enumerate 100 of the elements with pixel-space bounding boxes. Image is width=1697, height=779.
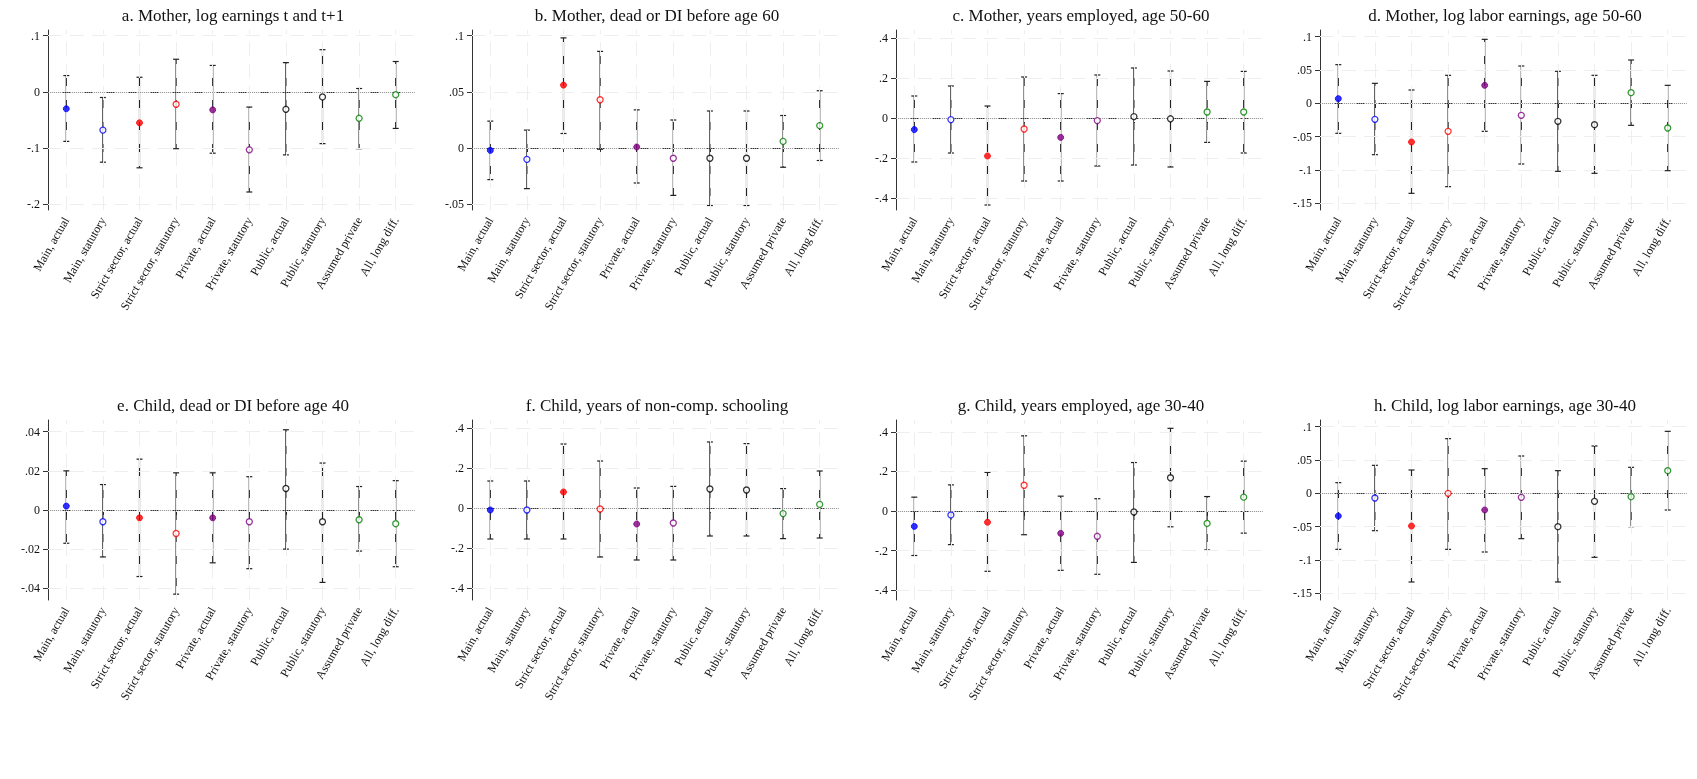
point	[1334, 95, 1342, 103]
point	[62, 105, 70, 113]
point	[1371, 494, 1379, 502]
point	[633, 520, 641, 528]
chart-title: f. Child, years of non-comp. schooling	[525, 396, 789, 415]
y-tick-label: -.15	[1293, 196, 1312, 211]
point	[1057, 133, 1065, 141]
point	[1408, 138, 1415, 146]
point	[779, 137, 787, 146]
point	[392, 91, 400, 99]
chart-title: g. Child, years employed, age 30-40	[957, 396, 1205, 415]
point	[984, 152, 991, 160]
y-tick-label: .2	[879, 464, 888, 479]
point	[523, 506, 531, 514]
y-tick-label: 0	[1306, 486, 1312, 501]
y-tick-label: .05	[449, 84, 464, 99]
point	[355, 114, 363, 122]
y-tick-label: -.1	[27, 141, 40, 156]
y-tick-label: 0	[458, 141, 464, 156]
y-tick-label: .4	[455, 421, 464, 435]
y-tick-label: -.05	[445, 197, 464, 212]
point	[1130, 508, 1138, 516]
y-tick-label: -.05	[1293, 519, 1312, 534]
y-tick-label: 0	[34, 84, 40, 99]
y-tick-label: -.4	[875, 191, 888, 205]
point	[816, 500, 824, 509]
point	[669, 519, 677, 527]
y-tick-label: 0	[882, 111, 888, 125]
point	[523, 155, 531, 164]
y-tick-label: -.2	[875, 543, 888, 558]
point	[910, 126, 918, 134]
point	[947, 115, 955, 124]
point	[1240, 108, 1248, 116]
point	[1590, 121, 1599, 129]
point	[910, 522, 918, 530]
y-tick-label: 0	[34, 503, 40, 517]
point	[984, 518, 991, 526]
point	[706, 485, 714, 493]
y-tick-label: -.2	[451, 541, 464, 555]
chart-title: e. Child, dead or DI before age 40	[117, 396, 349, 415]
point	[318, 93, 327, 101]
point	[392, 520, 400, 528]
point	[947, 511, 955, 519]
point	[816, 121, 824, 130]
point	[282, 484, 290, 493]
y-tick-label: -.2	[27, 197, 40, 212]
point	[282, 105, 290, 113]
point	[1664, 467, 1672, 475]
point	[742, 486, 751, 494]
point	[62, 502, 70, 510]
point	[245, 146, 253, 154]
point	[1517, 493, 1525, 501]
point	[1166, 474, 1175, 482]
point	[1203, 108, 1211, 116]
point	[560, 488, 567, 496]
y-tick-label: -.2	[875, 151, 888, 165]
y-tick-label: 0	[1306, 96, 1312, 111]
point	[136, 119, 143, 127]
point	[1627, 89, 1635, 97]
point	[99, 126, 107, 134]
point	[669, 154, 677, 162]
y-tick-label: 0	[882, 503, 888, 518]
point	[1554, 523, 1562, 531]
point	[1371, 115, 1379, 123]
y-tick-label: -.05	[1293, 129, 1312, 144]
y-tick-label: .1	[455, 28, 464, 43]
chart-title: b. Mother, dead or DI before age 60	[534, 6, 780, 25]
point	[779, 509, 787, 518]
y-tick-label: -.4	[875, 583, 888, 598]
point	[172, 529, 180, 538]
point	[355, 516, 363, 524]
y-tick-label: -.02	[21, 542, 40, 557]
point	[706, 154, 714, 162]
point	[1203, 519, 1211, 528]
point	[172, 100, 180, 108]
y-tick-label: .4	[879, 31, 888, 45]
y-tick-label: -.04	[21, 581, 40, 596]
point	[1057, 529, 1065, 537]
point	[1166, 115, 1175, 123]
point	[486, 146, 494, 154]
y-tick-label: .04	[25, 424, 40, 439]
y-tick-label: -.1	[1299, 163, 1312, 177]
y-tick-label: .2	[879, 71, 888, 85]
point	[209, 106, 217, 114]
point	[1093, 116, 1101, 125]
y-tick-label: .02	[25, 463, 40, 478]
point	[1444, 127, 1452, 135]
point	[1627, 493, 1635, 501]
point	[1444, 489, 1452, 497]
y-tick-label: .4	[879, 424, 888, 439]
point	[1481, 81, 1489, 89]
y-tick-label: 0	[458, 501, 464, 515]
point	[99, 518, 107, 526]
point	[1590, 497, 1599, 505]
y-tick-label: .05	[1297, 453, 1312, 467]
point	[560, 81, 567, 89]
point	[742, 154, 751, 162]
y-tick-label: .2	[455, 461, 464, 475]
point	[1554, 117, 1562, 125]
point	[1408, 522, 1415, 530]
